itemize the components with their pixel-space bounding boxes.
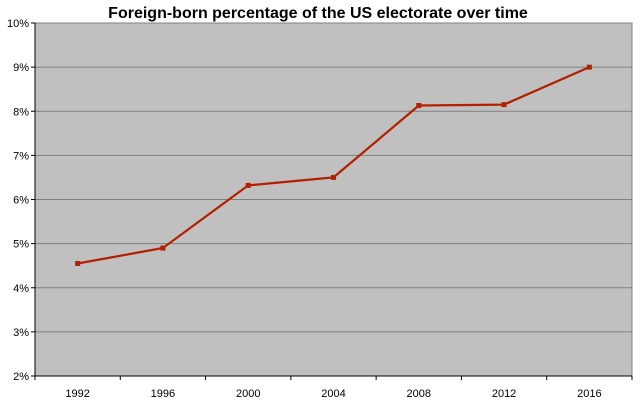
- x-tick-label: 1996: [151, 388, 175, 400]
- x-tick-label: 2000: [236, 388, 260, 400]
- y-tick-label: 2%: [13, 371, 29, 383]
- series-layer: [75, 64, 592, 266]
- data-point: [160, 245, 166, 251]
- y-tick-label: 10%: [7, 18, 29, 30]
- data-point: [245, 182, 251, 188]
- x-tick-label: 2012: [492, 388, 516, 400]
- y-tick-label: 7%: [13, 150, 29, 162]
- data-point: [501, 102, 507, 108]
- y-tick-label: 4%: [13, 283, 29, 295]
- gridlines: [35, 66, 632, 333]
- data-point: [331, 174, 336, 180]
- x-tick-label: 1992: [65, 388, 89, 400]
- chart-title: Foreign-born percentage of the US electo…: [108, 5, 528, 22]
- y-axis: 2% 3% 4% 5% 6% 7% 8% 9% 10%: [7, 18, 36, 383]
- x-tick-label: 2016: [577, 388, 601, 400]
- data-point: [586, 64, 592, 70]
- x-axis: 1992 1996 2000 2004 2008 2012 2016: [34, 375, 633, 400]
- y-tick-label: 8%: [13, 106, 29, 118]
- y-tick-label: 9%: [13, 62, 29, 74]
- y-tick-label: 5%: [13, 239, 29, 251]
- x-tick-label: 2008: [407, 388, 431, 400]
- y-tick-label: 3%: [13, 327, 29, 339]
- x-tick-label: 2004: [321, 388, 345, 400]
- data-point: [416, 103, 422, 109]
- data-point: [75, 260, 81, 266]
- y-tick-label: 6%: [13, 195, 29, 207]
